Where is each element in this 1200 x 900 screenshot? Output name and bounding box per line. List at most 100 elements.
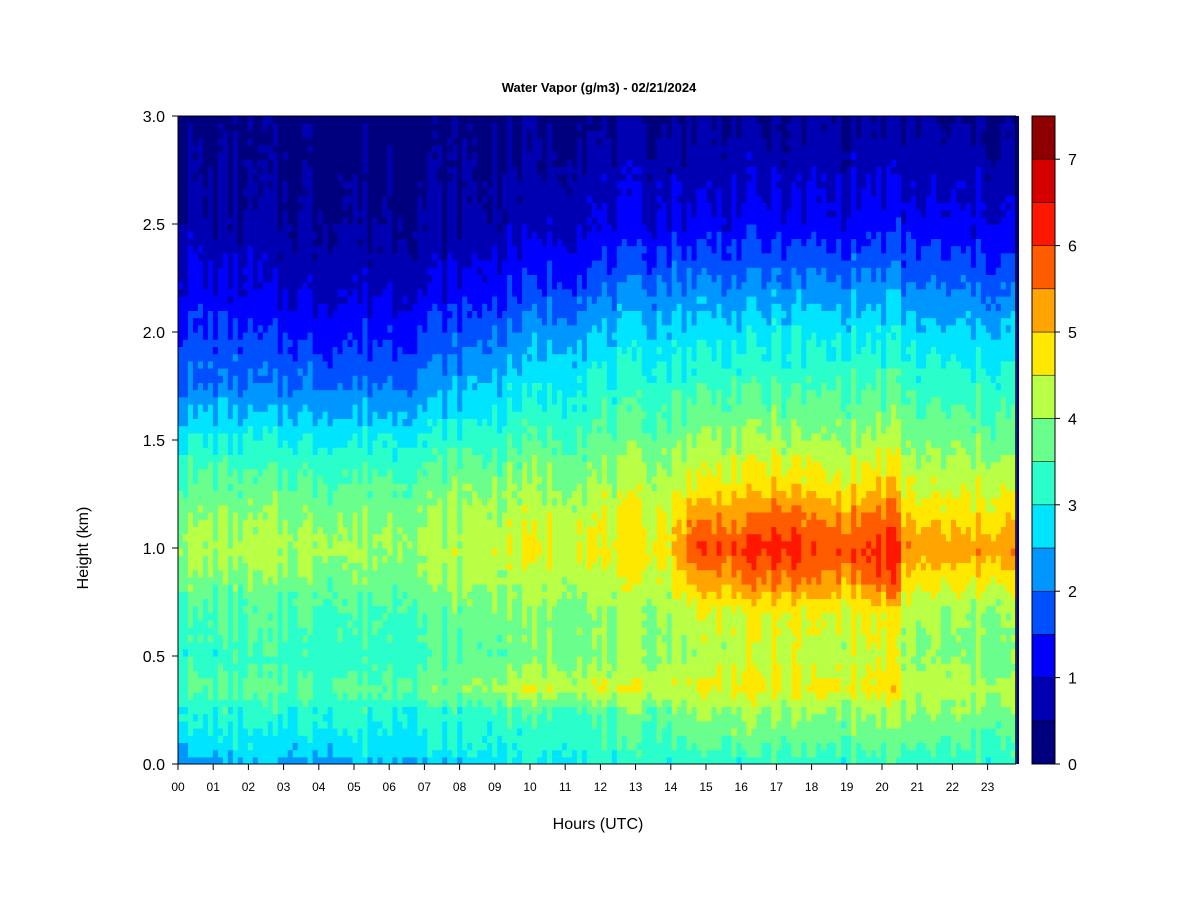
heatmap-cell (432, 735, 438, 743)
heatmap-cell (212, 512, 219, 520)
heatmap-cell (297, 468, 304, 477)
heatmap-cell (342, 742, 349, 751)
heatmap-cell (187, 634, 194, 643)
heatmap-cell (227, 648, 234, 657)
heatmap-cell (432, 440, 438, 448)
heatmap-cell (437, 519, 443, 527)
heatmap-cell (432, 152, 438, 160)
heatmap-cell (207, 713, 214, 722)
heatmap-cell (407, 468, 413, 477)
heatmap-cell (232, 353, 239, 362)
heatmap-cell (192, 339, 199, 347)
heatmap-cell (202, 353, 209, 362)
heatmap-cell (178, 584, 184, 592)
chart-title: Water Vapor (g/m3) - 02/21/2024 (502, 80, 697, 95)
heatmap-cell (347, 735, 354, 743)
heatmap-cell (432, 281, 438, 290)
heatmap-cell (262, 216, 269, 225)
heatmap-cell (362, 317, 369, 326)
heatmap-cell (237, 310, 244, 319)
heatmap-cell (427, 591, 433, 599)
heatmap-cell (397, 533, 403, 542)
heatmap-cell (447, 231, 453, 239)
heatmap-cell (232, 137, 239, 146)
heatmap-cell (217, 324, 224, 333)
heatmap-cell (207, 663, 214, 671)
heatmap-cell (347, 677, 354, 686)
heatmap-cell (337, 656, 344, 664)
heatmap-cell (292, 180, 299, 189)
heatmap-cell (187, 699, 194, 707)
heatmap-cell (287, 728, 294, 736)
heatmap-cell (392, 375, 399, 383)
heatmap-cell (207, 252, 214, 261)
heatmap-cell (272, 612, 279, 621)
heatmap-cell (222, 742, 229, 751)
heatmap-cell (377, 648, 384, 657)
heatmap-cell (422, 188, 428, 196)
heatmap-cell (312, 461, 319, 470)
heatmap-cell (397, 274, 403, 283)
heatmap-cell (212, 116, 219, 124)
heatmap-cell (437, 605, 443, 614)
heatmap-cell (417, 209, 423, 218)
heatmap-cell (252, 209, 259, 218)
heatmap-cell (357, 634, 364, 643)
heatmap-cell (417, 468, 423, 477)
heatmap-cell (437, 267, 443, 275)
heatmap-cell (372, 454, 379, 463)
heatmap-cell (178, 677, 184, 686)
heatmap-cell (302, 670, 309, 679)
heatmap-cell (447, 569, 453, 578)
heatmap-cell (217, 476, 224, 484)
heatmap-cell (232, 123, 239, 131)
heatmap-cell (347, 396, 354, 405)
heatmap-cell (178, 137, 184, 146)
heatmap-cell (187, 396, 194, 405)
heatmap-cell (237, 152, 244, 160)
heatmap-cell (422, 576, 428, 585)
heatmap-cell (252, 454, 259, 463)
heatmap-cell (447, 346, 453, 355)
heatmap-cell (222, 670, 229, 679)
heatmap-cell (427, 382, 433, 391)
heatmap-cell (432, 677, 438, 686)
heatmap-cell (232, 432, 239, 441)
heatmap-cell (232, 389, 239, 398)
heatmap-cell (412, 670, 418, 679)
heatmap-cell (242, 245, 249, 254)
heatmap-cell (192, 684, 199, 693)
heatmap-cell (337, 670, 344, 679)
heatmap-cell (182, 648, 189, 657)
heatmap-cell (352, 116, 359, 124)
heatmap-cell (362, 612, 369, 621)
heatmap-cell (362, 180, 369, 189)
heatmap-cell (347, 188, 354, 196)
heatmap-cell (178, 735, 184, 743)
heatmap-cell (392, 432, 399, 441)
heatmap-cell (247, 116, 254, 124)
heatmap-cell (207, 116, 214, 124)
heatmap-cell (202, 346, 209, 355)
heatmap-cell (402, 620, 408, 628)
heatmap-cell (247, 756, 254, 764)
heatmap-cell (422, 713, 428, 722)
heatmap-cell (212, 360, 219, 369)
heatmap-cell (452, 468, 458, 477)
heatmap-cell (247, 173, 254, 182)
heatmap-cell (178, 605, 184, 614)
heatmap-cell (262, 296, 269, 304)
heatmap-cell (447, 382, 453, 391)
heatmap-cell (302, 540, 309, 549)
heatmap-cell (407, 663, 413, 671)
heatmap-cell (267, 526, 274, 535)
heatmap-cell (312, 216, 319, 225)
heatmap-cell (247, 512, 254, 520)
heatmap-cell (272, 454, 279, 463)
heatmap-cell (262, 260, 269, 268)
heatmap-cell (367, 447, 374, 455)
heatmap-cell (227, 353, 234, 362)
heatmap-cell (202, 699, 209, 707)
heatmap-cell (342, 627, 349, 635)
heatmap-cell (192, 569, 199, 578)
